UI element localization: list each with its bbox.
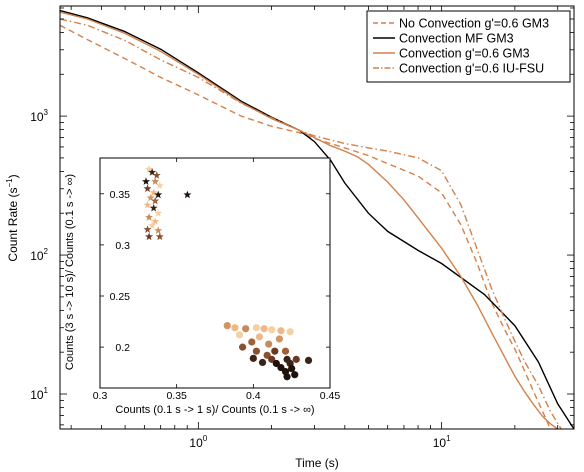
inset-scatter-chart: 0.3 0.35 0.4 0.45 0.2 0.25 0.3 0.35 Counts (0.1… — [64, 157, 341, 416]
inset-star-point — [142, 177, 150, 185]
inset-x-tick-label: 0.3 — [93, 390, 108, 402]
series-line-3 — [60, 11, 559, 429]
inset-plot-frame — [99, 157, 331, 389]
inset-x-axis-label: Counts (0.1 s -> 1 s)/ Counts (0.1 s -> … — [115, 404, 314, 416]
legend-label-1: No Convection g'=0.6 GM3 — [399, 17, 549, 31]
inset-circle-point — [277, 327, 285, 335]
inset-star-point — [143, 225, 152, 233]
inset-star-point — [151, 177, 160, 185]
inset-axes: 0.3 0.35 0.4 0.45 0.2 0.25 0.3 0.35 — [93, 158, 341, 402]
inset-star-point — [154, 209, 163, 217]
inset-x-tick-label: 0.45 — [320, 390, 341, 402]
series-line-4 — [60, 18, 562, 429]
inset-circle-point — [252, 347, 260, 355]
inset-star-point — [149, 203, 158, 212]
inset-star-point — [155, 181, 164, 189]
inset-circle-point — [248, 338, 256, 346]
main-series-lines — [60, 9, 574, 429]
series-line-2 — [60, 9, 574, 429]
y-tick-label: 101 — [30, 386, 48, 402]
inset-circle-point — [304, 356, 313, 364]
inset-star-point — [151, 196, 160, 205]
y-axis-label-main: Count Rate (s — [6, 188, 20, 262]
y-axis-label-exponent: −1 — [5, 178, 14, 188]
legend-label-3: Convection g'=0.6 GM3 — [399, 47, 530, 61]
inset-star-point — [152, 171, 161, 179]
inset-star-point — [145, 232, 154, 241]
main-plot-frame — [59, 5, 575, 430]
inset-circle-point — [255, 333, 264, 341]
x-axis-label: Time (s) — [295, 456, 339, 470]
x-tick-label: 100 — [189, 434, 207, 450]
inset-circle-point — [286, 328, 294, 336]
inset-star-point — [183, 190, 192, 199]
inset-circle-point — [268, 326, 276, 334]
inset-star-point — [154, 190, 163, 199]
inset-circle-point — [223, 322, 231, 330]
inset-star-point — [154, 226, 163, 234]
inset-circle-point — [281, 347, 290, 355]
inset-points — [142, 165, 313, 381]
inset-circle-point — [239, 343, 247, 351]
y-tick-label: 102 — [30, 247, 48, 263]
inset-circle-point — [265, 340, 273, 348]
legend-label-2: Convection MF GM3 — [399, 32, 514, 46]
inset-x-tick-label: 0.35 — [166, 390, 187, 402]
inset-star-point — [151, 217, 160, 225]
inset-circle-point — [275, 335, 283, 343]
inset-circle-point — [288, 364, 296, 373]
legend-label-4: Convection g'=0.6 IU-FSU — [399, 62, 544, 76]
inset-circle-point — [242, 325, 250, 333]
inset-circle-point — [268, 355, 276, 363]
inset-circle-point — [252, 324, 260, 332]
inset-star-point — [143, 200, 152, 209]
inset-y-tick-label: 0.2 — [115, 342, 130, 354]
y-tick-label: 103 — [30, 108, 48, 124]
inset-star-point — [146, 193, 155, 202]
inset-circle-point — [292, 355, 300, 363]
inset-y-tick-label: 0.3 — [115, 240, 130, 252]
inset-circle-point — [271, 347, 279, 355]
inset-circle-point — [231, 324, 239, 332]
inset-circle-point — [258, 358, 267, 367]
inset-circle-point — [235, 331, 244, 339]
inset-star-point — [148, 221, 157, 229]
inset-x-tick-label: 0.4 — [246, 390, 261, 402]
inset-circle-point — [291, 371, 299, 379]
inset-y-tick-label: 0.35 — [110, 189, 131, 201]
inset-star-point — [143, 184, 152, 193]
y-axis-label-close: ) — [6, 174, 20, 178]
inset-circle-point — [263, 351, 271, 359]
inset-background — [100, 158, 330, 388]
inset-circle-point — [272, 359, 280, 368]
inset-star-point — [149, 188, 158, 197]
y-axis-label: Count Rate (s−1) — [5, 174, 20, 261]
inset-y-axis-label: Counts (3 s -> 10 s)/ Counts (0.1 s -> ∞… — [64, 174, 76, 370]
x-tick-label: 101 — [433, 434, 451, 450]
inset-circle-point — [260, 325, 268, 333]
inset-star-point — [145, 213, 154, 221]
inset-star-point — [145, 165, 154, 173]
legend-box — [366, 10, 571, 83]
inset-circle-point — [249, 354, 257, 362]
inset-y-tick-label: 0.25 — [110, 291, 131, 303]
series-line-1 — [60, 24, 552, 429]
main-axes: 100 101 101 102 103 — [30, 6, 574, 450]
inset-circle-point — [283, 373, 291, 381]
inset-star-point — [155, 232, 164, 241]
inset-star-point — [148, 168, 157, 176]
inset-circle-point — [277, 363, 285, 372]
